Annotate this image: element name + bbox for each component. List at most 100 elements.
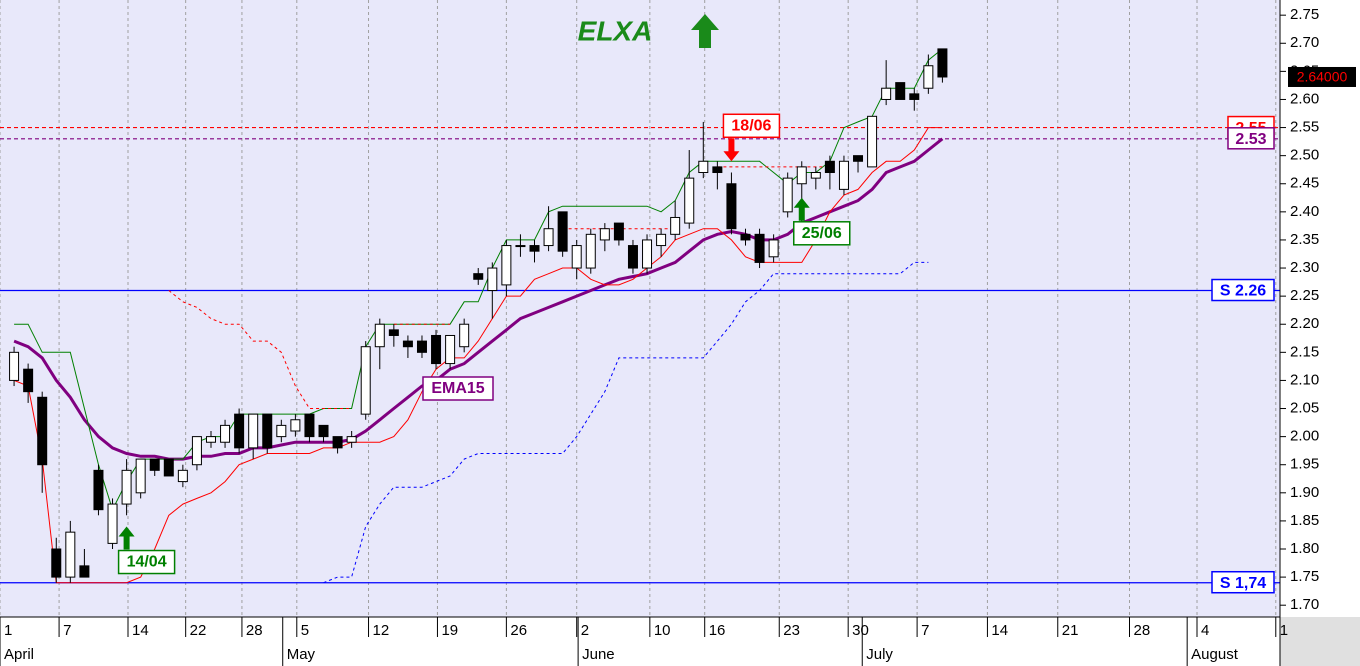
annotation-arrow bbox=[118, 526, 135, 550]
y-tick-label: 1.80 bbox=[1290, 540, 1319, 557]
indicator-line bbox=[13, 127, 943, 584]
x-tick-label: 2 bbox=[581, 622, 589, 639]
candle-body bbox=[613, 222, 624, 241]
y-tick-label: 1.75 bbox=[1290, 568, 1319, 585]
candle-body bbox=[93, 469, 104, 511]
candle-body bbox=[740, 233, 751, 241]
level-label: S 2.26 bbox=[1220, 283, 1266, 300]
candle-body bbox=[220, 424, 231, 443]
x-tick-label: 5 bbox=[301, 622, 309, 639]
candle-body bbox=[557, 211, 568, 252]
month-label: August bbox=[1191, 646, 1239, 663]
x-tick-label: 4 bbox=[1201, 622, 1209, 639]
candle-body bbox=[23, 368, 34, 393]
candle-body bbox=[374, 323, 385, 348]
candle-body bbox=[205, 436, 216, 443]
candle-body bbox=[768, 239, 779, 258]
candle-body bbox=[796, 166, 807, 185]
y-tick-label: 2.70 bbox=[1290, 34, 1319, 51]
candle-body bbox=[670, 216, 681, 235]
candle-body bbox=[416, 340, 427, 353]
x-axis-area bbox=[0, 617, 1280, 666]
level-label-box bbox=[1211, 278, 1275, 302]
x-tick-label: 7 bbox=[63, 622, 71, 639]
y-tick-label: 2.25 bbox=[1290, 287, 1319, 304]
candle-body bbox=[585, 233, 596, 269]
candle-body bbox=[923, 65, 934, 89]
candle-body bbox=[332, 436, 343, 449]
x-tick-label: 1 bbox=[4, 622, 12, 639]
month-label: May bbox=[287, 646, 316, 663]
annotation-arrow bbox=[723, 138, 740, 162]
x-tick-label: 22 bbox=[190, 622, 207, 639]
candle-body bbox=[290, 419, 301, 432]
line-label: EMA15 bbox=[431, 380, 484, 397]
candle-body bbox=[51, 548, 62, 578]
level-label-box bbox=[1227, 127, 1275, 150]
annotations: 14/04 18/06 25/06 bbox=[117, 113, 851, 575]
y-tick-label: 1.90 bbox=[1290, 484, 1319, 501]
candle-body bbox=[248, 413, 259, 449]
y-tick-label: 2.20 bbox=[1290, 315, 1319, 332]
candle-body bbox=[909, 93, 920, 100]
y-tick-label: 1.95 bbox=[1290, 456, 1319, 473]
x-tick-label: 14 bbox=[132, 622, 149, 639]
candle-body bbox=[459, 323, 470, 348]
y-tick-label: 2.55 bbox=[1290, 119, 1319, 136]
x-tick-label: 14 bbox=[991, 622, 1008, 639]
candle-body bbox=[824, 160, 835, 174]
last-price-label: 2.64000 bbox=[1297, 69, 1348, 85]
annotation-label: 18/06 bbox=[731, 117, 771, 134]
annotation-box bbox=[117, 549, 176, 575]
candle-body bbox=[543, 228, 554, 247]
x-tick-label: 26 bbox=[510, 622, 527, 639]
candle-body bbox=[473, 273, 484, 280]
candle-body bbox=[121, 469, 132, 505]
candle-body bbox=[853, 155, 864, 162]
x-tick-label: 28 bbox=[1133, 622, 1150, 639]
candle-body bbox=[149, 458, 160, 471]
candle-body bbox=[881, 87, 892, 100]
x-tick-label: 10 bbox=[654, 622, 671, 639]
candle-body bbox=[360, 346, 371, 415]
candle-body bbox=[388, 329, 399, 336]
candle-body bbox=[838, 160, 849, 190]
x-tick-label: 23 bbox=[783, 622, 800, 639]
candle-body bbox=[191, 436, 202, 466]
candle-body bbox=[782, 177, 793, 213]
y-tick-label: 2.60 bbox=[1290, 90, 1319, 107]
y-tick-label: 2.00 bbox=[1290, 428, 1319, 445]
y-tick-label: 1.85 bbox=[1290, 512, 1319, 529]
annotation-label: 14/04 bbox=[127, 554, 167, 571]
candle-body bbox=[487, 267, 498, 292]
x-tick-label: 21 bbox=[1062, 622, 1079, 639]
candle-body bbox=[754, 233, 765, 263]
candle-body bbox=[627, 245, 638, 269]
x-tick-label: 19 bbox=[441, 622, 458, 639]
level-label: S 1,74 bbox=[1220, 575, 1266, 592]
y-tick-label: 2.75 bbox=[1290, 6, 1319, 23]
candle-body bbox=[346, 436, 357, 443]
y-tick-label: 2.50 bbox=[1290, 147, 1319, 164]
y-tick-label: 1.70 bbox=[1290, 596, 1319, 613]
y-tick-label: 2.35 bbox=[1290, 231, 1319, 248]
candle-body bbox=[445, 334, 456, 365]
annotation-label: 25/06 bbox=[802, 225, 842, 242]
candle-body bbox=[515, 245, 526, 248]
level-label-box bbox=[1211, 570, 1275, 594]
x-tick-label: 30 bbox=[852, 622, 869, 639]
candle-body bbox=[698, 160, 709, 174]
candle-body bbox=[501, 245, 512, 286]
candle-body bbox=[318, 424, 329, 438]
annotation-box bbox=[793, 221, 851, 246]
candle-body bbox=[684, 177, 695, 224]
candle-body bbox=[867, 115, 878, 168]
y-tick-label: 2.45 bbox=[1290, 175, 1319, 192]
line-label-box bbox=[422, 376, 494, 401]
levels: 2.552.53S 2.26S 1,74 bbox=[0, 115, 1280, 594]
candle-body bbox=[726, 183, 737, 230]
y-tick-label: 2.15 bbox=[1290, 343, 1319, 360]
candle-body bbox=[712, 166, 723, 174]
candle-body bbox=[304, 413, 315, 438]
